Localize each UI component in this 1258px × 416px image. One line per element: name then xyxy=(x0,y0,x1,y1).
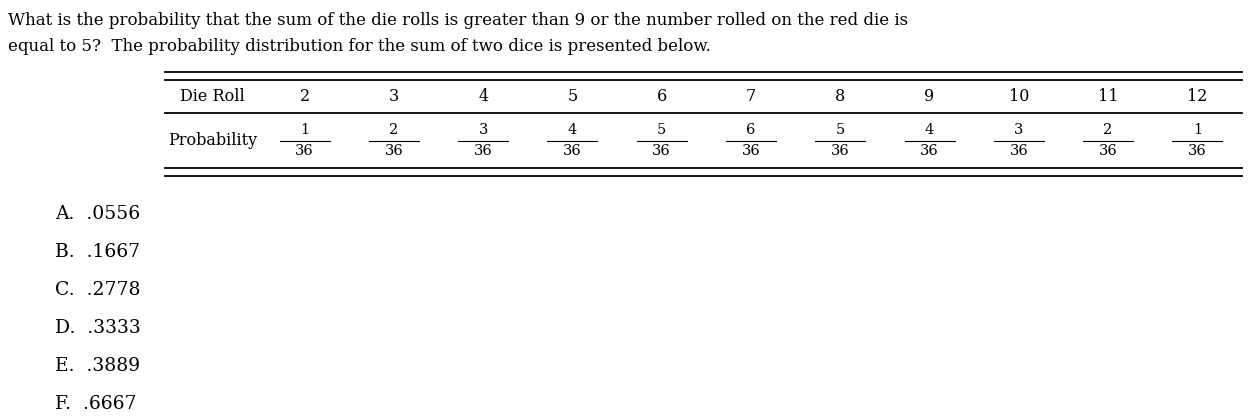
Text: 2: 2 xyxy=(299,88,309,105)
Text: 12: 12 xyxy=(1188,88,1208,105)
Text: 5: 5 xyxy=(835,123,845,137)
Text: 36: 36 xyxy=(474,144,493,158)
Text: 2: 2 xyxy=(1103,123,1113,137)
Text: 4: 4 xyxy=(925,123,935,137)
Text: 36: 36 xyxy=(920,144,938,158)
Text: 1: 1 xyxy=(1193,123,1201,137)
Text: 36: 36 xyxy=(564,144,582,158)
Text: 6: 6 xyxy=(657,88,667,105)
Text: equal to 5?  The probability distribution for the sum of two dice is presented b: equal to 5? The probability distribution… xyxy=(8,38,711,55)
Text: 36: 36 xyxy=(296,144,314,158)
Text: 36: 36 xyxy=(1098,144,1117,158)
Text: E.  .3889: E. .3889 xyxy=(55,357,140,375)
Text: 5: 5 xyxy=(657,123,667,137)
Text: 10: 10 xyxy=(1009,88,1029,105)
Text: 9: 9 xyxy=(925,88,935,105)
Text: B.  .1667: B. .1667 xyxy=(55,243,140,261)
Text: 7: 7 xyxy=(746,88,756,105)
Text: Probability: Probability xyxy=(167,132,257,149)
Text: 4: 4 xyxy=(567,123,577,137)
Text: 8: 8 xyxy=(835,88,845,105)
Text: 36: 36 xyxy=(385,144,404,158)
Text: Die Roll: Die Roll xyxy=(180,88,245,105)
Text: 6: 6 xyxy=(746,123,756,137)
Text: 3: 3 xyxy=(478,123,488,137)
Text: What is the probability that the sum of the die rolls is greater than 9 or the n: What is the probability that the sum of … xyxy=(8,12,908,29)
Text: A.  .0556: A. .0556 xyxy=(55,205,140,223)
Text: 5: 5 xyxy=(567,88,577,105)
Text: 3: 3 xyxy=(389,88,399,105)
Text: C.  .2778: C. .2778 xyxy=(55,281,141,299)
Text: 11: 11 xyxy=(1098,88,1118,105)
Text: F.  .6667: F. .6667 xyxy=(55,395,137,413)
Text: D.  .3333: D. .3333 xyxy=(55,319,141,337)
Text: 36: 36 xyxy=(1188,144,1206,158)
Text: 1: 1 xyxy=(301,123,309,137)
Text: 2: 2 xyxy=(389,123,399,137)
Text: 36: 36 xyxy=(1009,144,1028,158)
Text: 4: 4 xyxy=(478,88,488,105)
Text: 36: 36 xyxy=(653,144,671,158)
Text: 36: 36 xyxy=(830,144,849,158)
Text: 3: 3 xyxy=(1014,123,1024,137)
Text: 36: 36 xyxy=(742,144,760,158)
